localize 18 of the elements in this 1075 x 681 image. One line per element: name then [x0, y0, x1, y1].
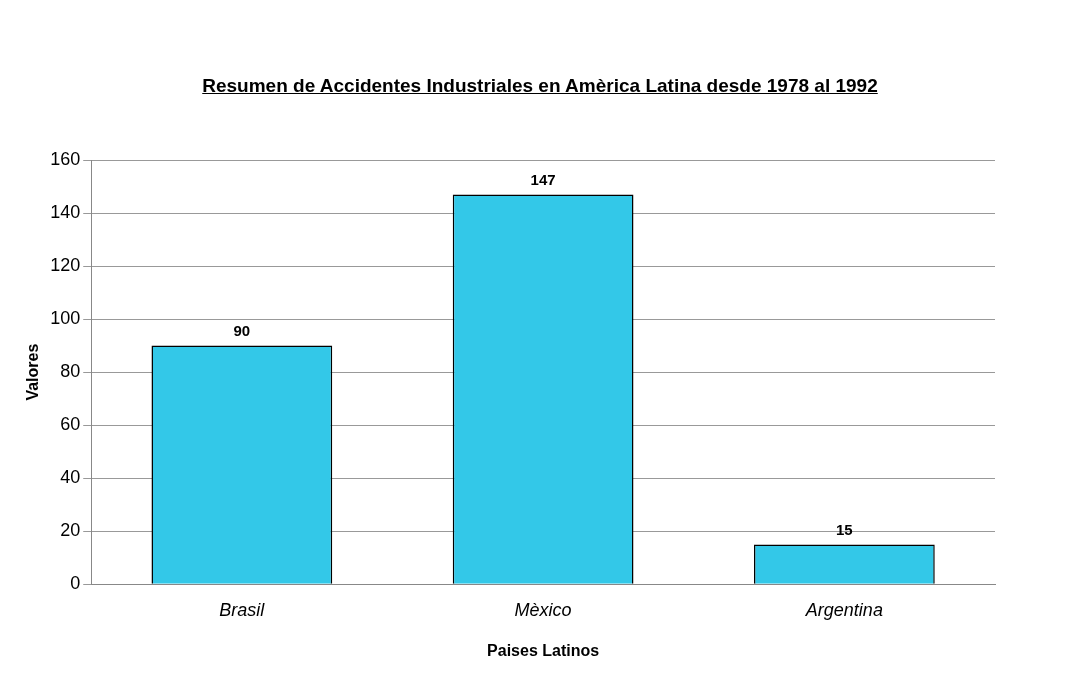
y-tick-label: 80: [60, 361, 81, 382]
y-axis-title: Valores: [24, 343, 42, 401]
x-tick-label: Mèxico: [514, 600, 572, 620]
y-tick-label: 0: [70, 573, 81, 594]
y-tick-label: 20: [60, 520, 81, 541]
y-tick-label: 160: [50, 148, 81, 169]
y-tick-label: 120: [50, 255, 81, 276]
x-axis-title: Paises Latinos: [487, 641, 600, 659]
chart-title: Resumen de Accidentes Industriales en Amèrica Latina desde 1978 al 1992: [201, 74, 879, 98]
y-tick-label: 140: [50, 201, 81, 222]
x-tick-label: Brasil: [219, 600, 266, 620]
data-label: 15: [836, 521, 853, 539]
x-tick-label: Argentina: [804, 600, 883, 620]
y-tick-label: 100: [50, 308, 81, 329]
data-label: 90: [233, 322, 251, 340]
y-tick-label: 60: [60, 414, 81, 435]
data-label: 147: [530, 171, 556, 189]
y-tick-label: 40: [60, 467, 81, 488]
